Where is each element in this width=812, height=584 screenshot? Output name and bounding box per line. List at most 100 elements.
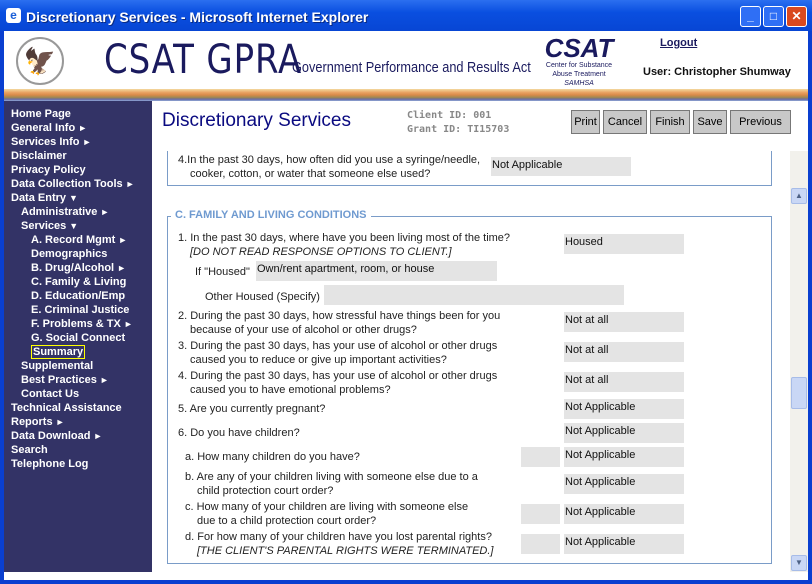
submenu-arrow-icon: ► [125,179,135,189]
question-label: because of your use of alcohol or other … [190,324,417,336]
sidebar-item-demographics[interactable]: Demographics [4,247,152,261]
sidebar-item-e-criminal-justice[interactable]: E. Criminal Justice [4,303,152,317]
header: 🦅 CSAT GPRA Government Performance and R… [4,31,808,89]
csat-logo: CSAT Center for Substance Abuse Treatmen… [539,35,619,88]
sidebar-item-b-drug-alcohol[interactable]: B. Drug/Alcohol ► [4,261,152,275]
sidebar-item-label: General Info [11,122,76,134]
question-instruction: [DO NOT READ RESPONSE OPTIONS TO CLIENT.… [190,246,452,258]
sidebar-item-a-record-mgmt[interactable]: A. Record Mgmt ► [4,233,152,247]
page-toolbar: Discretionary Services Client ID: 001 Gr… [152,101,808,151]
maximize-button[interactable]: □ [763,6,784,27]
sidebar-item-g-social-connect[interactable]: G. Social Connect [4,331,152,345]
scroll-up-icon[interactable]: ▲ [791,188,807,204]
answer-field[interactable]: Not at all [564,312,684,332]
ids: Client ID: 001 Grant ID: TI15703 [407,109,509,137]
sidebar-item-services-info[interactable]: Services Info ► [4,135,152,149]
expanded-arrow-icon: ▼ [69,193,78,203]
submenu-arrow-icon: ► [78,123,88,133]
sidebar-item-f-problems-tx[interactable]: F. Problems & TX ► [4,317,152,331]
minimize-button[interactable]: _ [740,6,761,27]
question-label: child protection court order? [197,485,334,497]
count-field[interactable] [521,504,560,524]
csat-line: Center for Substance [545,62,613,69]
client-id: Client ID: 001 [407,110,492,121]
submenu-arrow-icon: ► [118,235,128,245]
sidebar-item-label: Services Info [11,136,80,148]
sidebar-item-telephone-log[interactable]: Telephone Log [4,457,152,471]
sidebar-item-contact-us[interactable]: Contact Us [4,387,152,401]
submenu-arrow-icon: ► [99,375,109,385]
csat-line: SAMHSA [564,80,594,87]
sidebar-item-technical-assistance[interactable]: Technical Assistance [4,401,152,415]
sidebar-nav: Home Page General Info ► Services Info ► Disc… [4,101,152,572]
answer-field[interactable]: Not Applicable [564,534,684,554]
living-answer[interactable]: Housed [564,234,684,254]
answer-field[interactable]: Not Applicable [564,504,684,524]
submenu-arrow-icon: ► [117,263,127,273]
user-label: User: Christopher Shumway [643,66,791,78]
sidebar-item-label: D. Education/Emp [31,290,126,302]
vertical-scrollbar[interactable]: ▲ ▼ [790,151,808,572]
question-label: 1. In the past 30 days, where have you b… [178,232,511,244]
answer-field[interactable]: Not Applicable [491,157,631,176]
answer-field[interactable]: Not Applicable [564,399,684,419]
sidebar-item-disclaimer[interactable]: Disclaimer [4,149,152,163]
submenu-arrow-icon: ► [82,137,92,147]
sidebar-item-home-page[interactable]: Home Page [4,107,152,121]
answer-field[interactable]: Not Applicable [564,423,684,443]
sidebar-item-privacy-policy[interactable]: Privacy Policy [4,163,152,177]
save-button[interactable]: Save [693,110,727,134]
sidebar-item-supplemental[interactable]: Supplemental [4,359,152,373]
question-label: 4.In the past 30 days, how often did you… [178,154,481,166]
count-field[interactable] [521,447,560,467]
sidebar-item-reports[interactable]: Reports ► [4,415,152,429]
scroll-down-icon[interactable]: ▼ [791,555,807,571]
prev-section-fieldset [167,151,772,186]
question-label: caused you to have emotional problems? [190,384,391,396]
window-title: Discretionary Services - Microsoft Inter… [26,9,369,25]
section-legend: C. FAMILY AND LIVING CONDITIONS [171,209,371,221]
sidebar-item-search[interactable]: Search [4,443,152,457]
housed-label: If "Housed" [195,266,250,278]
question-label: c. How many of your children are living … [185,501,469,513]
sidebar-item-label: Best Practices [21,374,97,386]
answer-field[interactable]: Not at all [564,372,684,392]
question-instruction: [THE CLIENT'S PARENTAL RIGHTS WERE TERMI… [197,545,494,557]
answer-field[interactable]: Not at all [564,342,684,362]
sidebar-item-best-practices[interactable]: Best Practices ► [4,373,152,387]
other-housed-field[interactable] [324,285,624,305]
answer-field[interactable]: Not Applicable [564,474,684,494]
scrollbar-thumb[interactable] [791,377,807,409]
gpra-subtitle: Government Performance and Results Act [292,59,531,76]
sidebar-item-label: C. Family & Living [31,276,127,288]
sidebar-item-general-info[interactable]: General Info ► [4,121,152,135]
sidebar-item-data-entry[interactable]: Data Entry ▼ [4,191,152,205]
finish-button[interactable]: Finish [650,110,690,134]
sidebar-item-label: Administrative [21,206,98,218]
sidebar-item-summary[interactable]: Summary [4,345,152,359]
print-button[interactable]: Print [571,110,600,134]
sidebar-item-services[interactable]: Services ▼ [4,219,152,233]
section-c-fieldset [167,216,772,564]
sidebar-item-c-family-living[interactable]: C. Family & Living [4,275,152,289]
answer-field[interactable]: Not Applicable [564,447,684,467]
sidebar-item-label: F. Problems & TX [31,318,121,330]
ie-icon: e [6,8,21,23]
sidebar-item-label: Data Download [11,430,91,442]
sidebar-item-data-collection-tools[interactable]: Data Collection Tools ► [4,177,152,191]
count-field[interactable] [521,534,560,554]
housed-answer[interactable]: Own/rent apartment, room, or house [256,261,497,281]
expanded-arrow-icon: ▼ [69,221,79,231]
sidebar-item-d-education-emp[interactable]: D. Education/Emp [4,289,152,303]
close-button[interactable]: ✕ [786,6,807,27]
sidebar-item-data-download[interactable]: Data Download ► [4,429,152,443]
status-area [4,572,808,580]
logout-link[interactable]: Logout [660,37,698,49]
sidebar-item-administrative[interactable]: Administrative ► [4,205,152,219]
sidebar-item-label: E. Criminal Justice [31,304,130,316]
submenu-arrow-icon: ► [93,431,103,441]
previous-button[interactable]: Previous [730,110,791,134]
cancel-button[interactable]: Cancel [603,110,647,134]
sidebar-item-label: Summary [31,345,86,359]
sidebar-item-label: Technical Assistance [11,402,122,414]
